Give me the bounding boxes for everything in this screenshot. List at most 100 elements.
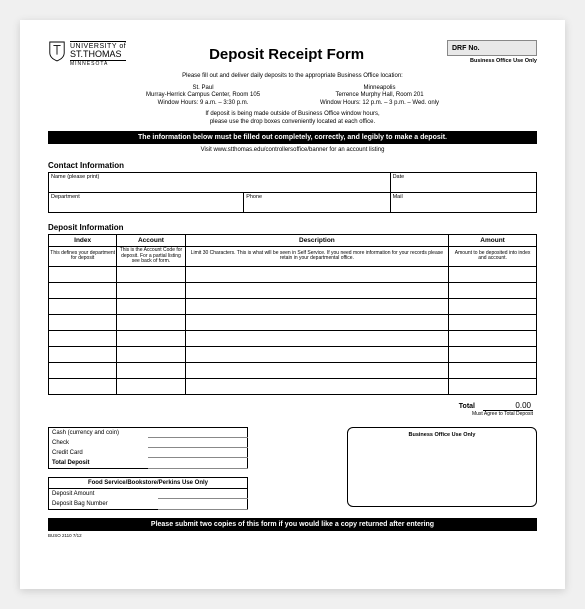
table-cell[interactable] bbox=[185, 314, 449, 330]
table-row bbox=[49, 378, 537, 394]
drf-label: DRF No. bbox=[452, 45, 480, 52]
table-row bbox=[49, 346, 537, 362]
hint-amount: Amount to be deposited into index and ac… bbox=[449, 247, 537, 267]
table-cell[interactable] bbox=[449, 330, 537, 346]
locations: St. Paul Murray-Herrick Campus Center, R… bbox=[48, 85, 537, 108]
table-row bbox=[49, 266, 537, 282]
date-field[interactable]: Date bbox=[390, 173, 536, 193]
table-cell[interactable] bbox=[49, 266, 117, 282]
hint-account: This is the Account Code for deposit. Fo… bbox=[117, 247, 185, 267]
col-description: Description bbox=[185, 235, 449, 247]
logo-line2: ST.THOMAS bbox=[70, 50, 126, 59]
logo-line3: MINNESOTA bbox=[70, 62, 126, 67]
table-row bbox=[49, 298, 537, 314]
deposit-receipt-form: UNIVERSITY of ST.THOMAS MINNESOTA Deposi… bbox=[20, 20, 565, 589]
table-cell[interactable] bbox=[449, 266, 537, 282]
business-office-box: Business Office Use Only bbox=[347, 427, 537, 507]
table-cell[interactable] bbox=[49, 362, 117, 378]
table-row bbox=[49, 314, 537, 330]
pay-cash-field[interactable] bbox=[148, 427, 248, 438]
header: UNIVERSITY of ST.THOMAS MINNESOTA Deposi… bbox=[48, 40, 537, 67]
table-cell[interactable] bbox=[185, 282, 449, 298]
loc-addr: Murray-Herrick Campus Center, Room 105 bbox=[146, 92, 260, 100]
table-row bbox=[49, 282, 537, 298]
table-cell[interactable] bbox=[49, 282, 117, 298]
table-cell[interactable] bbox=[49, 330, 117, 346]
total-row: Total 0.00 bbox=[48, 401, 537, 411]
pay-total-field[interactable] bbox=[148, 458, 248, 469]
table-cell[interactable] bbox=[49, 298, 117, 314]
loc-hours: Window Hours: 12 p.m. – 3 p.m. – Wed. on… bbox=[320, 100, 439, 108]
form-id: BUSO 2110 7/12 bbox=[48, 533, 537, 538]
table-cell[interactable] bbox=[185, 330, 449, 346]
table-cell[interactable] bbox=[185, 346, 449, 362]
hint-index: This defines your department for deposit bbox=[49, 247, 117, 267]
pay-check-field[interactable] bbox=[148, 438, 248, 448]
mail-field[interactable]: Mail bbox=[390, 193, 536, 213]
loc-hours: Window Hours: 9 a.m. – 3:30 p.m. bbox=[146, 100, 260, 108]
instruction-bar: The information below must be filled out… bbox=[48, 131, 537, 144]
shield-icon bbox=[48, 40, 66, 62]
table-header-row: Index Account Description Amount bbox=[49, 235, 537, 247]
total-value: 0.00 bbox=[483, 401, 533, 411]
loc-addr: Terrence Murphy Hall, Room 201 bbox=[320, 92, 439, 100]
payment-table: Cash (currency and coin) Check Credit Ca… bbox=[48, 427, 248, 469]
fs-bag-field[interactable] bbox=[158, 499, 248, 510]
total-label: Total bbox=[459, 403, 475, 410]
drf-number-field[interactable]: DRF No. bbox=[447, 40, 537, 56]
col-index: Index bbox=[49, 235, 117, 247]
table-cell[interactable] bbox=[449, 314, 537, 330]
left-boxes: Cash (currency and coin) Check Credit Ca… bbox=[48, 427, 248, 510]
col-amount: Amount bbox=[449, 235, 537, 247]
fs-bag-label: Deposit Bag Number bbox=[49, 499, 158, 510]
name-field[interactable]: Name (please print) bbox=[49, 173, 391, 193]
intro-text: Please fill out and deliver daily deposi… bbox=[48, 73, 537, 81]
table-cell[interactable] bbox=[49, 314, 117, 330]
table-hint-row: This defines your department for deposit… bbox=[49, 247, 537, 267]
table-cell[interactable] bbox=[117, 330, 185, 346]
table-cell[interactable] bbox=[185, 362, 449, 378]
table-cell[interactable] bbox=[117, 346, 185, 362]
contact-table: Name (please print) Date Department Phon… bbox=[48, 172, 537, 213]
deposit-table: Index Account Description Amount This de… bbox=[48, 234, 537, 395]
table-cell[interactable] bbox=[449, 362, 537, 378]
drf-sub: Business Office Use Only bbox=[447, 58, 537, 64]
fs-amount-field[interactable] bbox=[158, 488, 248, 499]
table-cell[interactable] bbox=[117, 362, 185, 378]
footer-bar: Please submit two copies of this form if… bbox=[48, 518, 537, 531]
table-cell[interactable] bbox=[185, 378, 449, 394]
logo-text: UNIVERSITY of ST.THOMAS MINNESOTA bbox=[70, 40, 126, 67]
fs-amount-label: Deposit Amount bbox=[49, 488, 158, 499]
phone-field[interactable]: Phone bbox=[244, 193, 390, 213]
pay-cash-label: Cash (currency and coin) bbox=[49, 427, 148, 438]
location-stpaul: St. Paul Murray-Herrick Campus Center, R… bbox=[146, 85, 260, 108]
table-cell[interactable] bbox=[185, 266, 449, 282]
table-cell[interactable] bbox=[117, 266, 185, 282]
table-cell[interactable] bbox=[49, 378, 117, 394]
note-line: If deposit is being made outside of Busi… bbox=[48, 111, 537, 119]
hint-desc: Limit 30 Characters. This is what will b… bbox=[185, 247, 449, 267]
table-cell[interactable] bbox=[117, 378, 185, 394]
pay-credit-field[interactable] bbox=[148, 448, 248, 458]
table-cell[interactable] bbox=[449, 378, 537, 394]
table-row bbox=[49, 362, 537, 378]
visit-url: Visit www.stthomas.edu/controllersoffice… bbox=[48, 147, 537, 153]
table-cell[interactable] bbox=[185, 298, 449, 314]
field-label: Phone bbox=[246, 194, 262, 200]
table-cell[interactable] bbox=[449, 282, 537, 298]
drf-block: DRF No. Business Office Use Only bbox=[447, 40, 537, 64]
location-minneapolis: Minneapolis Terrence Murphy Hall, Room 2… bbox=[320, 85, 439, 108]
table-cell[interactable] bbox=[449, 298, 537, 314]
table-row bbox=[49, 330, 537, 346]
table-cell[interactable] bbox=[49, 346, 117, 362]
table-cell[interactable] bbox=[449, 346, 537, 362]
field-label: Name (please print) bbox=[51, 174, 99, 180]
table-cell[interactable] bbox=[117, 282, 185, 298]
dept-field[interactable]: Department bbox=[49, 193, 244, 213]
field-label: Mail bbox=[393, 194, 403, 200]
table-cell[interactable] bbox=[117, 314, 185, 330]
loc-city: Minneapolis bbox=[320, 85, 439, 93]
form-title: Deposit Receipt Form bbox=[126, 40, 447, 63]
table-cell[interactable] bbox=[117, 298, 185, 314]
field-label: Department bbox=[51, 194, 80, 200]
